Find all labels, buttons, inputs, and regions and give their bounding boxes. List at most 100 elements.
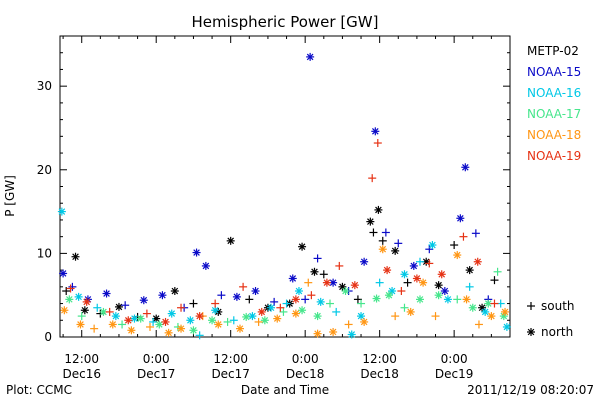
marker-noaa-19-south (368, 174, 377, 183)
marker-noaa-19-south (239, 282, 248, 291)
marker-noaa-17-north (260, 316, 269, 325)
marker-noaa-19-north (195, 312, 204, 321)
x-tick-label: 0:00 (143, 352, 170, 366)
marker-noaa-16-north (347, 330, 356, 339)
marker-noaa-19-north (257, 307, 266, 316)
marker-noaa-15-south (270, 297, 279, 306)
marker-noaa-16-north (481, 307, 490, 316)
marker-noaa-16-south (282, 299, 291, 308)
marker-noaa-15-north (102, 289, 111, 298)
marker-noaa-17-south (400, 303, 409, 312)
marker-metp-02-north (71, 252, 80, 261)
marker-noaa-16-south (93, 303, 102, 312)
legend-item-noaa-18: NOAA-18 (527, 128, 581, 142)
x-axis: 12:00Dec160:00Dec1712:00Dec170:00Dec1812… (62, 36, 492, 381)
y-tick-label: 10 (37, 246, 52, 260)
marker-noaa-17-north (372, 294, 381, 303)
marker-noaa-19-south (276, 303, 285, 312)
marker-noaa-17-north (384, 291, 393, 300)
marker-noaa-16-south (332, 307, 341, 316)
marker-metp-02-north (478, 303, 487, 312)
marker-noaa-15-north (440, 287, 449, 296)
marker-noaa-17-north (99, 307, 108, 316)
marker-noaa-15-north (192, 248, 201, 257)
marker-noaa-19-north (82, 297, 91, 306)
marker-noaa-15-south (425, 245, 434, 254)
marker-noaa-15-north (371, 127, 380, 136)
marker-noaa-18-north (406, 307, 415, 316)
marker-noaa-19-south (105, 307, 114, 316)
marker-metp-02-south (403, 278, 412, 287)
marker-noaa-18-north (236, 324, 244, 333)
legend-item-noaa-17: NOAA-17 (527, 107, 581, 121)
marker-metp-02-south (450, 241, 459, 250)
marker-noaa-18-north (214, 320, 223, 329)
marker-noaa-16-south (229, 316, 238, 325)
x-tick-date: Dec18 (286, 367, 325, 381)
marker-noaa-18-north (329, 327, 338, 336)
marker-noaa-19-south (142, 309, 151, 318)
marker-noaa-15-north (288, 274, 297, 283)
marker-metp-02-south (490, 276, 499, 285)
marker-noaa-16-north (211, 306, 220, 315)
marker-noaa-18-north (462, 295, 471, 304)
marker-noaa-19-south (490, 299, 499, 308)
x-tick-label: 0:00 (441, 352, 468, 366)
marker-legend: south north (527, 299, 575, 339)
marker-noaa-17-north (189, 326, 198, 335)
marker-metp-02-north (366, 217, 375, 226)
marker-noaa-16-south (149, 317, 158, 326)
marker-noaa-19-south (425, 259, 434, 268)
marker-noaa-17-south (453, 295, 462, 304)
marker-noaa-16-south (465, 282, 474, 291)
marker-noaa-19-south (459, 232, 468, 241)
marker-legend-symbol-south (527, 302, 535, 310)
data-markers (57, 52, 511, 340)
marker-noaa-19-north (383, 266, 392, 275)
x-axis-label: Date and Time (241, 383, 329, 397)
marker-metp-02-north (465, 266, 474, 275)
marker-noaa-18-north (419, 278, 428, 287)
marker-metp-02-south (369, 228, 378, 237)
legend-item-noaa-15: NOAA-15 (527, 65, 581, 79)
marker-noaa-15-north (329, 278, 338, 287)
marker-metp-02-north (434, 281, 443, 290)
marker-metp-02-north (391, 246, 400, 255)
marker-noaa-16-north (74, 292, 83, 301)
marker-noaa-16-north (267, 303, 276, 312)
marker-noaa-15-south (381, 228, 390, 237)
marker-noaa-15-north (232, 292, 241, 301)
plot-credit: Plot: CCMC (6, 383, 72, 397)
marker-legend-label-north: north (541, 325, 573, 339)
marker-noaa-18-south (304, 278, 313, 287)
marker-noaa-15-south (471, 229, 480, 238)
marker-metp-02-south (245, 295, 254, 304)
marker-noaa-17-north (313, 312, 322, 321)
marker-noaa-19-south (211, 299, 220, 308)
marker-noaa-16-north (316, 297, 325, 306)
marker-noaa-19-north (412, 274, 421, 283)
marker-noaa-16-north (388, 287, 397, 296)
marker-noaa-19-south (307, 291, 316, 300)
marker-noaa-16-north (428, 241, 437, 250)
chart-title: Hemispheric Power [GW] (192, 13, 379, 31)
marker-noaa-17-north (208, 316, 217, 325)
marker-metp-02-south (353, 295, 362, 304)
marker-metp-02-north (374, 205, 383, 214)
marker-noaa-16-north (294, 287, 303, 296)
marker-noaa-17-south (493, 267, 502, 276)
marker-noaa-15-north (360, 257, 369, 266)
x-tick-date: Dec17 (211, 367, 250, 381)
marker-noaa-18-south (146, 322, 154, 331)
marker-noaa-16-north (443, 295, 452, 304)
marker-metp-02-south (62, 287, 71, 296)
marker-noaa-19-north (161, 317, 170, 326)
marker-noaa-19-north (291, 295, 300, 304)
marker-metp-02-north (114, 302, 123, 311)
marker-noaa-16-south (375, 278, 384, 287)
marker-noaa-17-south (279, 307, 288, 316)
marker-noaa-16-north (357, 312, 366, 321)
marker-noaa-16-north (248, 312, 257, 321)
marker-noaa-18-north (108, 320, 117, 329)
marker-noaa-18-north (313, 329, 322, 338)
